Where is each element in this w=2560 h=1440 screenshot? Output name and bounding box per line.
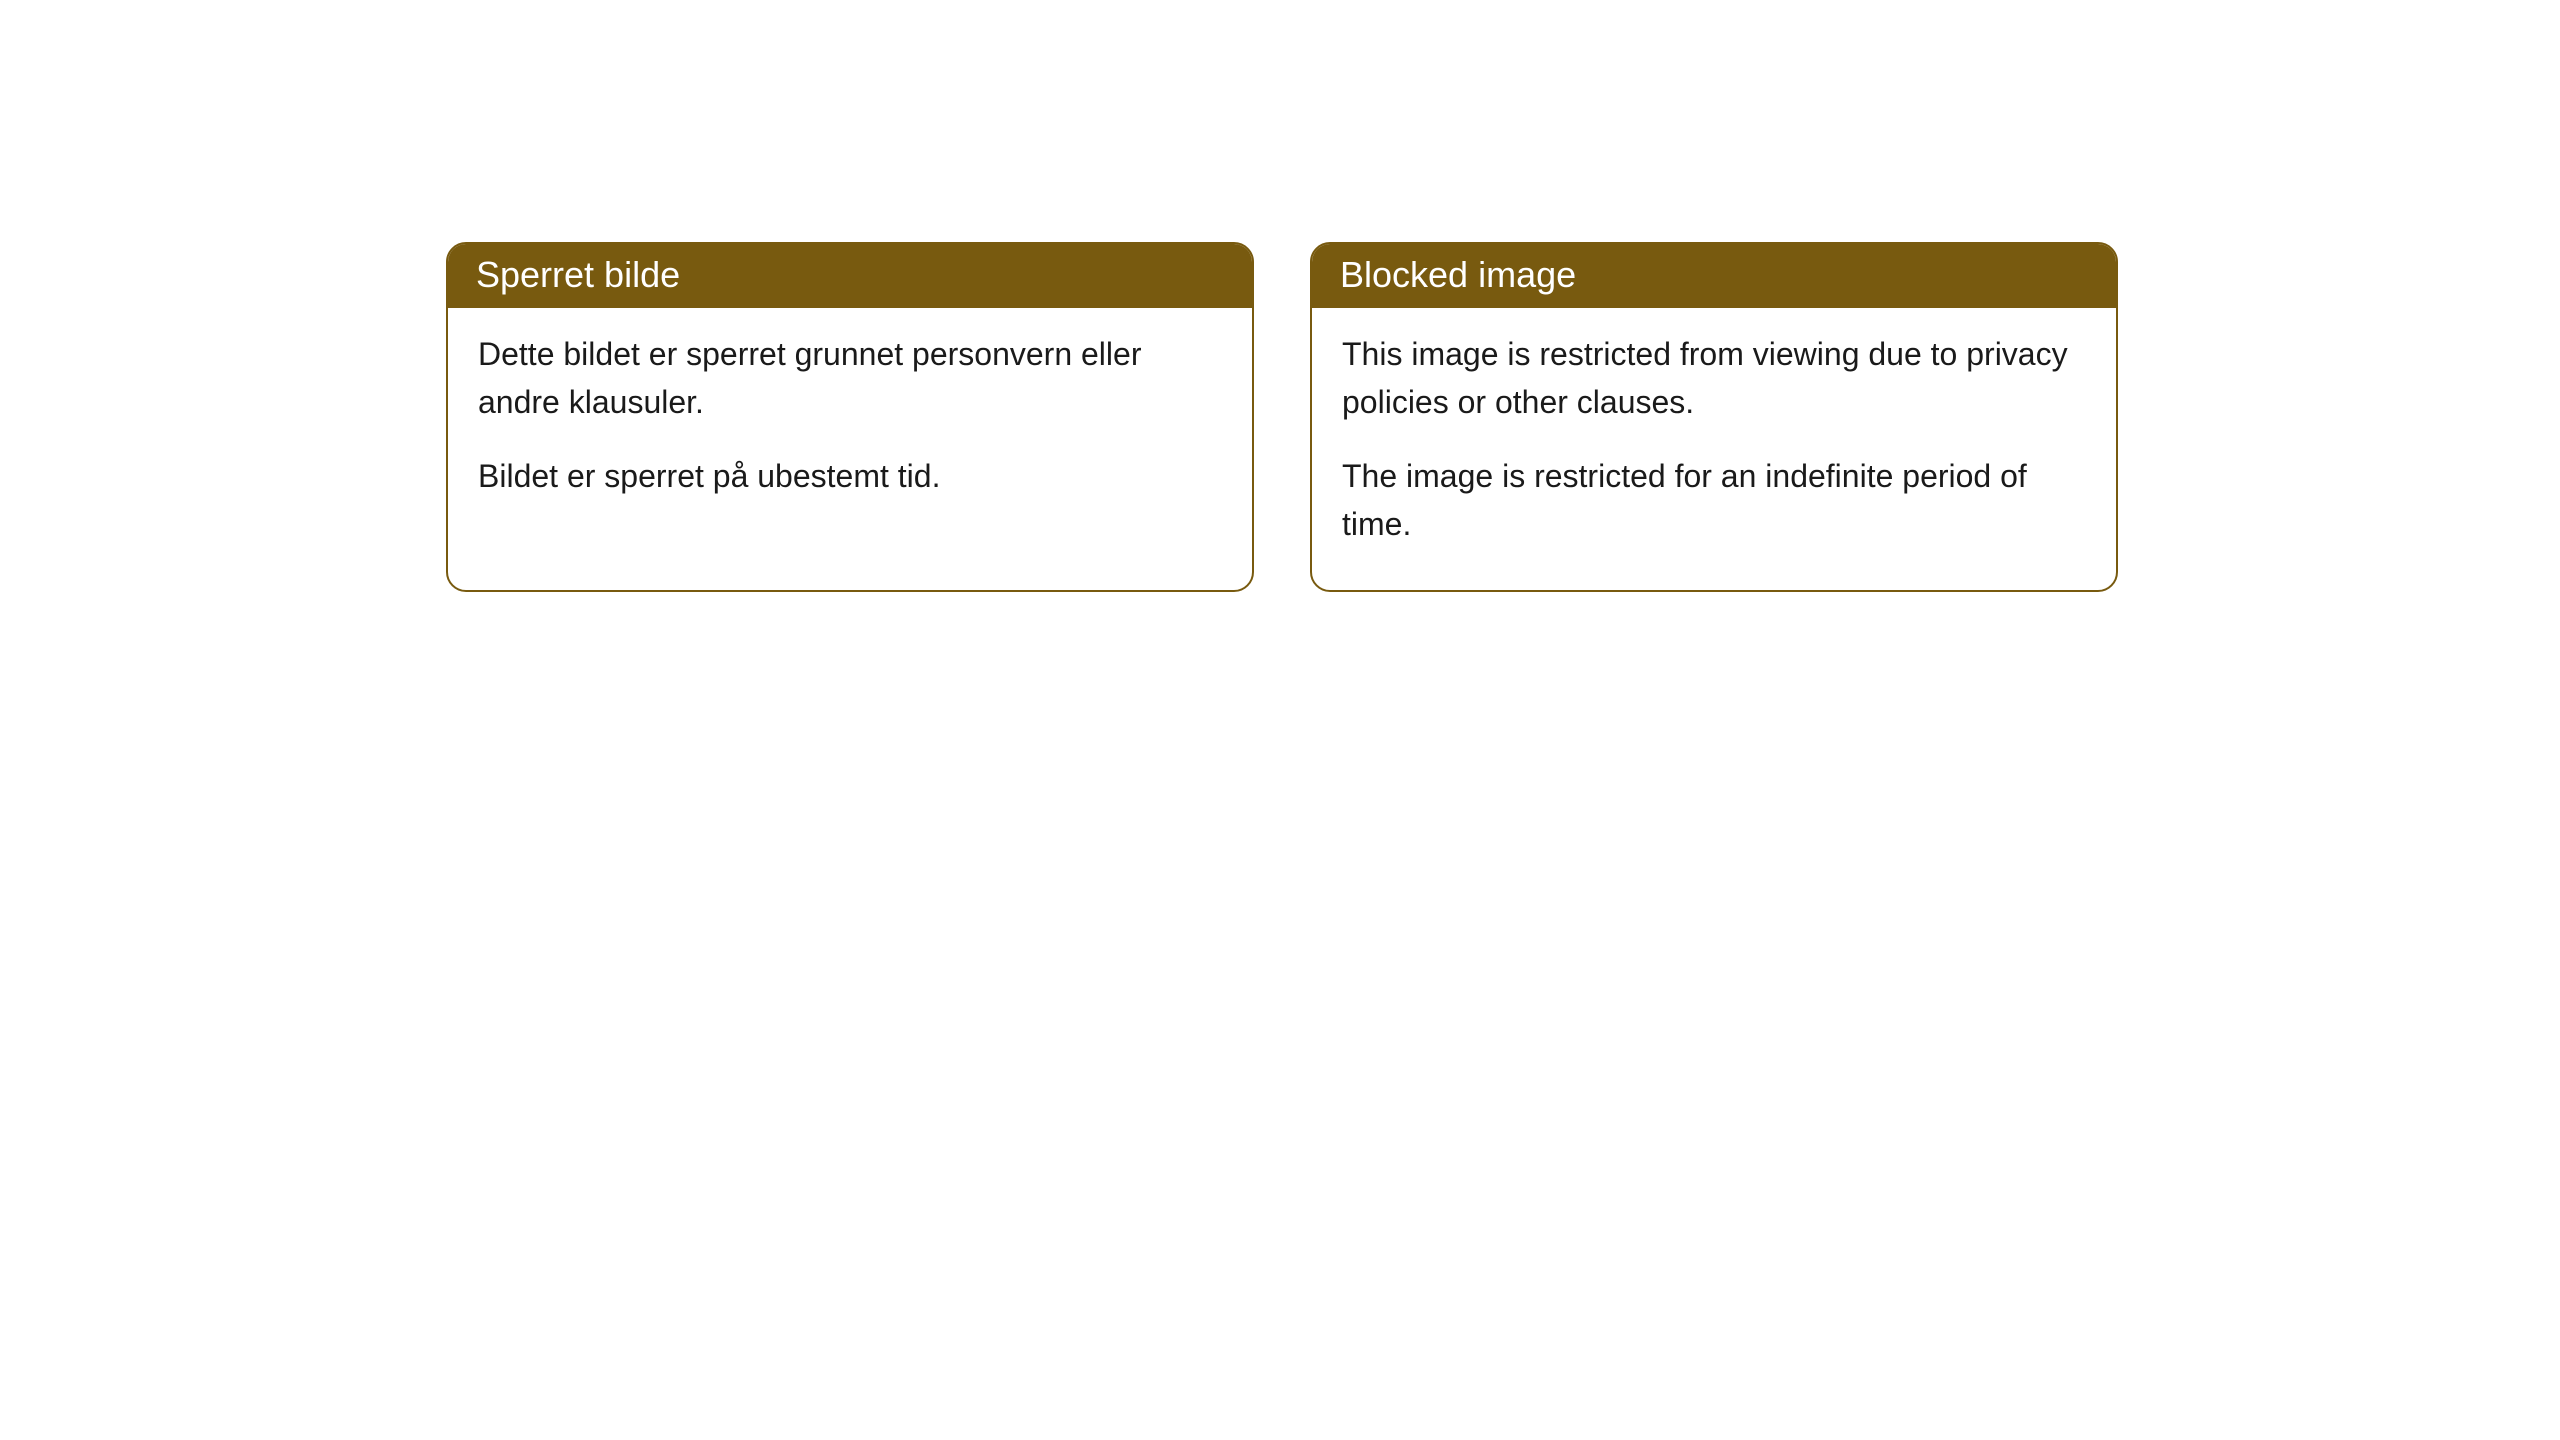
card-title-norwegian: Sperret bilde (476, 254, 680, 295)
card-header-norwegian: Sperret bilde (448, 244, 1252, 308)
card-norwegian: Sperret bilde Dette bildet er sperret gr… (446, 242, 1254, 592)
cards-container: Sperret bilde Dette bildet er sperret gr… (446, 242, 2118, 592)
card-english: Blocked image This image is restricted f… (1310, 242, 2118, 592)
card-body-english: This image is restricted from viewing du… (1312, 308, 2116, 590)
card-title-english: Blocked image (1340, 254, 1576, 295)
card-header-english: Blocked image (1312, 244, 2116, 308)
card-paragraph1-english: This image is restricted from viewing du… (1342, 330, 2086, 426)
card-paragraph2-english: The image is restricted for an indefinit… (1342, 452, 2086, 548)
card-body-norwegian: Dette bildet er sperret grunnet personve… (448, 308, 1252, 542)
card-paragraph2-norwegian: Bildet er sperret på ubestemt tid. (478, 452, 1222, 500)
card-paragraph1-norwegian: Dette bildet er sperret grunnet personve… (478, 330, 1222, 426)
